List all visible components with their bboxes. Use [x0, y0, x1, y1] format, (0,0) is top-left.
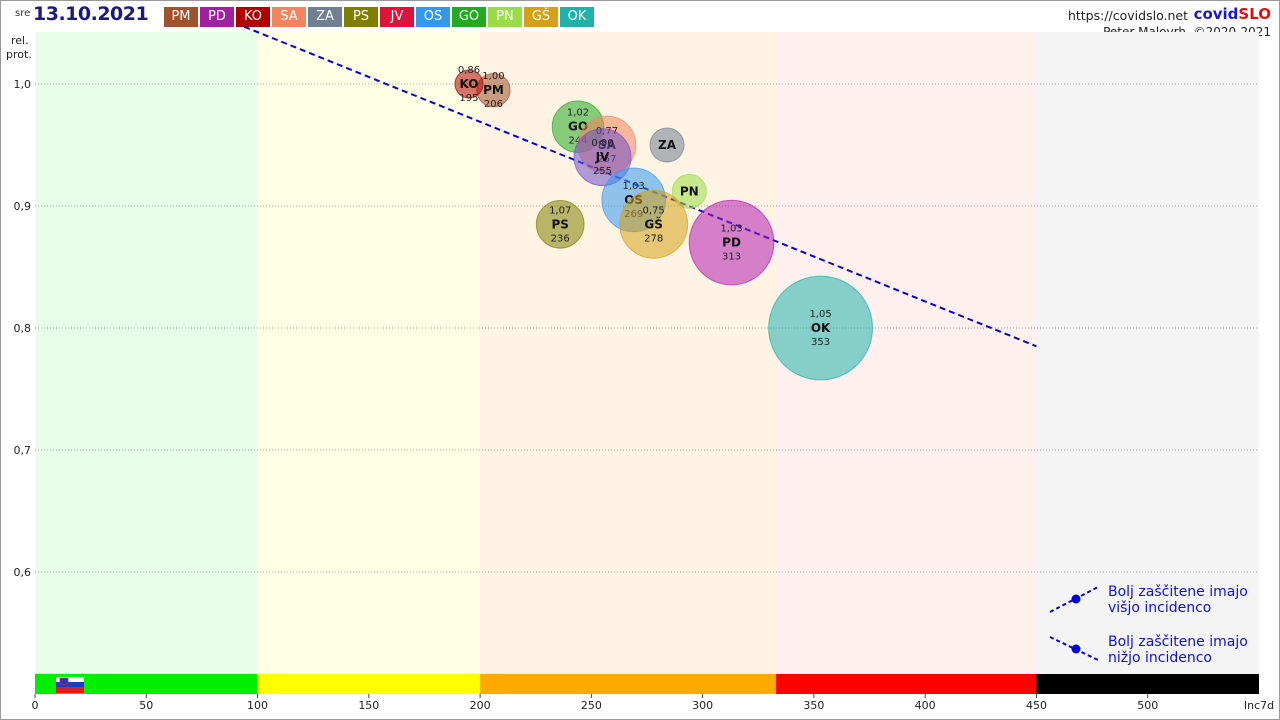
bubble-value-2: 195	[459, 93, 478, 104]
bubble-0	[688, 199, 775, 286]
bubble-ratio-1: 1,00	[482, 71, 504, 82]
x-tick-label-0: 0	[32, 699, 39, 712]
x-tick-label-6: 300	[692, 699, 713, 712]
bubble-value-6: 255	[593, 166, 612, 177]
bubble-code-11: OK	[811, 321, 831, 335]
flag-red	[56, 687, 84, 693]
y-tick-label-1: 0,7	[14, 444, 32, 457]
bubble-2	[454, 69, 484, 99]
note-higher-line1: Bolj zaščitene imajo	[1108, 584, 1248, 600]
y-tick-label-2: 0,8	[14, 322, 32, 335]
note-higher-incidence: Bolj zaščitene imajo višjo incidenco	[1108, 584, 1248, 616]
y-axis-label-line2: prot.	[6, 48, 32, 61]
bubble-10	[619, 189, 689, 259]
x-tick-label-9: 450	[1026, 699, 1047, 712]
legend-item-5: PS	[344, 7, 378, 27]
legend-item-4: ZA	[308, 7, 342, 27]
note-higher-line2: višjo incidenco	[1108, 600, 1212, 616]
legend-item-1: PD	[200, 7, 234, 27]
y-axis-label-line1: rel.	[11, 34, 29, 47]
legend-item-7: OS	[416, 7, 450, 27]
bubble-ratio-0: 1,03	[720, 224, 742, 235]
trend-line	[243, 25, 1037, 348]
bubble-code-2: KO	[459, 77, 478, 91]
band-bg-0	[35, 32, 258, 674]
bubble-ratio-2: 0,86	[458, 65, 480, 76]
note-lower-line1: Bolj zaščitene imajo	[1108, 634, 1248, 650]
note-higher-glyph-dot	[1071, 594, 1081, 604]
legend-item-9: PN	[488, 7, 522, 27]
brand-logo: covidSLO	[1194, 5, 1271, 23]
flag-coat-of-arms	[59, 677, 69, 686]
band-bar-4	[1036, 674, 1259, 694]
bubble-value-11: 353	[811, 337, 830, 348]
bubble-code-6: JV	[595, 150, 610, 164]
bubble-5	[649, 127, 685, 163]
weekday-label: sre	[15, 8, 31, 19]
band-bar-2	[480, 674, 777, 694]
bubble-ratio-3: 1,02	[567, 108, 589, 119]
bubble-code-10: GŠ	[644, 216, 663, 231]
band-bar-3	[776, 674, 1037, 694]
region-legend: PM PD KO SA ZA PS JV OS GO PN GŠ OK	[164, 7, 594, 27]
brand-slo: SLO	[1238, 5, 1271, 23]
legend-item-6: JV	[380, 7, 414, 27]
y-tick-label-3: 0,9	[14, 200, 32, 213]
band-bar-1	[257, 674, 481, 694]
bubble-6	[573, 128, 632, 187]
bubble-code-9: PS	[551, 217, 568, 231]
y-tick-label-0: 0,6	[14, 566, 32, 579]
band-bg-4	[1036, 32, 1259, 674]
bubble-ratio-7: 1,03	[623, 181, 645, 192]
bubble-value-10: 278	[644, 233, 663, 244]
legend-item-0: PM	[164, 7, 198, 27]
bubble-value-9: 236	[551, 233, 570, 244]
bubble-code-1: PM	[483, 83, 504, 97]
note-lower-glyph-line	[1049, 636, 1099, 661]
x-tick-label-8: 400	[915, 699, 936, 712]
bubble-value-1: 206	[484, 99, 503, 110]
band-bar-0	[35, 674, 258, 694]
x-tick-label-2: 100	[247, 699, 268, 712]
note-lower-incidence: Bolj zaščitene imajo nižjo incidenco	[1108, 634, 1248, 666]
bubble-ratio-9: 1,07	[549, 205, 571, 216]
legend-item-8: GO	[452, 7, 486, 27]
note-lower-line2: nižjo incidenco	[1108, 650, 1213, 666]
flag-blue	[56, 682, 84, 687]
bubble-value-0: 313	[722, 252, 741, 263]
bubble-ratio-10: 0,75	[643, 205, 665, 216]
x-tick-label-3: 150	[358, 699, 379, 712]
bubble-code-8: PN	[680, 184, 699, 198]
band-bg-1	[257, 32, 481, 674]
bubble-11	[768, 275, 874, 381]
y-tick-label-4: 1,0	[14, 78, 32, 91]
x-tick-label-7: 350	[803, 699, 824, 712]
x-tick-label-1: 50	[139, 699, 153, 712]
brand-covid: covid	[1193, 5, 1239, 23]
x-tick-label-5: 250	[581, 699, 602, 712]
x-tick-label-10: 500	[1137, 699, 1158, 712]
note-higher-glyph-line	[1049, 586, 1099, 613]
bubble-8	[671, 173, 707, 209]
legend-item-10: GŠ	[524, 7, 558, 27]
site-url[interactable]: https://covidslo.net	[1067, 8, 1188, 23]
bubble-code-5: ZA	[658, 138, 677, 152]
x-axis-label: Inc7d	[1244, 699, 1274, 712]
x-tick-label-4: 200	[470, 699, 491, 712]
flag-white	[56, 677, 84, 682]
bubble-9	[535, 199, 585, 249]
bubble-code-0: PD	[722, 236, 741, 250]
legend-item-3: SA	[272, 7, 306, 27]
legend-item-11: OK	[560, 7, 594, 27]
legend-item-2: KO	[236, 7, 270, 27]
bubble-ratio-11: 1,05	[809, 309, 831, 320]
bubble-ratio-6: 0,90	[591, 138, 613, 149]
note-lower-glyph-dot	[1071, 644, 1081, 654]
date-title: 13.10.2021	[33, 3, 149, 25]
